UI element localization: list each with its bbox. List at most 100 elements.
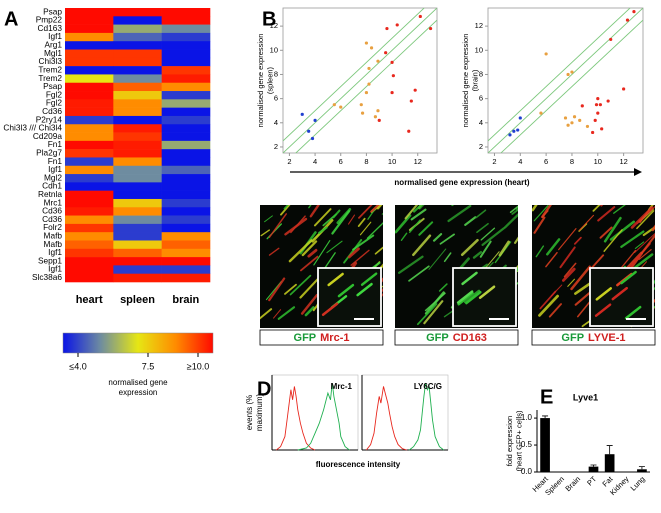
x-tick-label: Kidney: [608, 474, 631, 497]
row-label: Pmp22: [36, 15, 63, 25]
streak: [283, 205, 289, 210]
streak: [574, 281, 593, 295]
heatmap-cell: [113, 248, 162, 258]
scatter-point: [377, 118, 381, 122]
heatmap-cell: [161, 107, 211, 117]
scatter-point: [310, 136, 315, 141]
streak: [347, 214, 356, 225]
streak: [416, 303, 438, 326]
histogram-line: [276, 386, 316, 451]
colorbar-tick-label: 7.5: [142, 361, 155, 371]
y-tick-label: 12: [475, 21, 483, 30]
heatmap-cell: [113, 190, 162, 200]
scatter-point: [418, 14, 422, 19]
heatmap-cell: [161, 240, 211, 250]
streak: [408, 265, 430, 282]
heatmap-cell: [113, 49, 162, 59]
scatter-point: [364, 41, 369, 45]
streak: [609, 220, 636, 241]
reference-line: [488, 8, 643, 153]
inset-streak: [465, 290, 482, 305]
scatter-point: [428, 26, 433, 31]
inset-streak: [478, 285, 496, 299]
heatmap-cell: [65, 198, 114, 208]
x-tick-label: 6: [339, 157, 343, 166]
x-tick-label: 12: [619, 157, 627, 166]
streak: [264, 215, 273, 223]
streak: [284, 283, 297, 295]
scatter-point: [307, 129, 311, 133]
heatmap-cell: [65, 124, 114, 133]
heatmap-cell: [161, 140, 211, 150]
histogram-line: [297, 382, 350, 451]
streak: [289, 274, 312, 296]
heatmap-cell: [65, 207, 114, 216]
streak: [260, 308, 273, 320]
heatmap-cell: [65, 91, 114, 100]
scatter-point: [622, 87, 626, 91]
heatmap-cell: [161, 124, 211, 133]
heatmap-cell: [161, 24, 211, 34]
heatmap-cell: [65, 174, 114, 183]
heatmap-cell: [65, 140, 114, 150]
streak: [299, 255, 319, 272]
streak: [299, 278, 319, 299]
streak: [511, 208, 518, 215]
streak: [634, 241, 645, 250]
heatmap-cell: [161, 182, 211, 191]
heatmap-cell: [65, 99, 114, 108]
colorbar-tick-label: ≥10.0: [187, 361, 209, 371]
streak: [472, 250, 483, 259]
row-label: Sepp1: [38, 255, 62, 265]
inset-streak: [611, 286, 629, 301]
heatmap-cell: [113, 124, 162, 133]
scatter-point: [409, 99, 413, 103]
column-label: spleen: [120, 294, 155, 306]
heatmap-cell: [113, 115, 162, 125]
heatmap-cell: [161, 165, 211, 175]
heatmap-cell: [113, 273, 162, 283]
streak: [350, 249, 370, 266]
streak: [432, 233, 443, 242]
streak: [395, 214, 412, 234]
heatmap-cell: [113, 91, 162, 100]
reference-line: [500, 19, 643, 153]
streak: [370, 205, 380, 213]
row-label: Chi3l3 /// Chi3l4: [3, 123, 62, 133]
inset-streak: [321, 302, 339, 317]
bar: [637, 469, 647, 472]
heatmap-cell: [113, 265, 162, 274]
plot-label: LY6C/G: [414, 382, 442, 391]
x-axis-label: fluorescence intensity: [316, 460, 401, 469]
streak: [640, 234, 655, 255]
heatmap-cell: [161, 8, 211, 17]
bar: [588, 466, 599, 472]
y-tick-label: 1.0: [521, 413, 533, 422]
colorbar-label: expression: [119, 388, 158, 397]
inset-streak: [360, 272, 378, 286]
streak: [412, 234, 432, 257]
panel-letter: A: [4, 8, 18, 30]
scatter-point: [385, 26, 389, 31]
heatmap-cell: [161, 248, 211, 258]
scatter-point: [580, 104, 584, 108]
streak: [357, 217, 366, 227]
heatmap-cell: [113, 8, 162, 17]
micrograph-label: GFP LYVE-1: [561, 332, 625, 344]
streak: [439, 233, 455, 245]
heatmap-cell: [65, 182, 114, 191]
row-label: Fn1: [48, 139, 63, 149]
heatmap-cell: [65, 273, 114, 283]
scatter-point: [593, 118, 597, 122]
heatmap-cell: [65, 157, 114, 167]
x-tick-label: 6: [544, 157, 548, 166]
reference-line: [295, 19, 437, 153]
scatter-point: [359, 103, 363, 107]
y-axis-label: maximum): [255, 394, 264, 432]
chart-title: Lyve1: [573, 392, 598, 402]
heatmap-cell: [161, 232, 211, 241]
heatmap-cell: [65, 265, 114, 274]
scatter-point: [596, 111, 600, 115]
scatter-point: [508, 133, 512, 137]
heatmap-cell: [65, 165, 114, 175]
